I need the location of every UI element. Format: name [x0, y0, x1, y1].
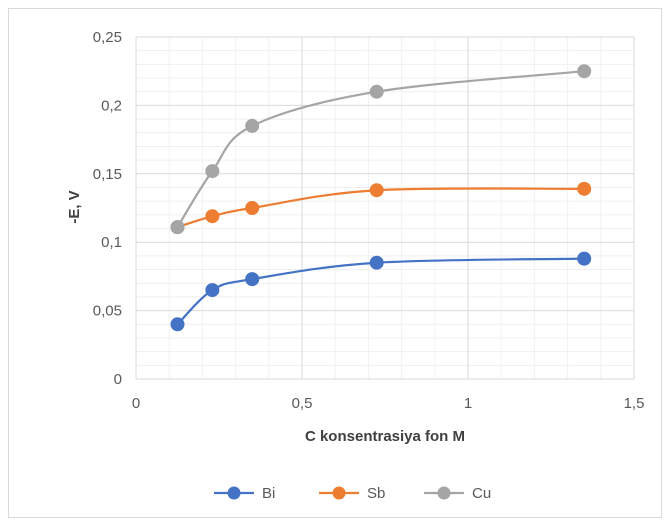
legend-marker-cu [437, 486, 451, 500]
data-point-sb [245, 201, 260, 215]
data-point-sb [369, 183, 384, 198]
data-point-cu [205, 164, 220, 179]
legend-label-sb: Sb [367, 485, 385, 502]
y-tick-label: 0,25 [93, 29, 122, 46]
data-point-cu [577, 64, 592, 79]
data-point-cu [170, 220, 185, 235]
data-point-sb [577, 181, 592, 196]
y-tick-label: 0,1 [101, 234, 122, 251]
legend-item-bi: Bi [214, 485, 275, 502]
x-tick-label: 1,5 [624, 395, 645, 412]
series-layer [170, 64, 592, 332]
data-point-cu [369, 84, 384, 99]
y-axis-ticks: 0 0,05 0,1 0,15 0,2 0,25 [93, 29, 122, 388]
legend-label-cu: Cu [472, 485, 491, 502]
y-tick-label: 0,2 [101, 97, 122, 114]
y-axis-title: -E, V [66, 190, 83, 223]
series-line-cu [176, 70, 585, 228]
x-axis-ticks: 0 0,5 1 1,5 [132, 395, 645, 412]
series-bi [170, 251, 592, 332]
legend-marker-sb [332, 486, 346, 500]
series-sb [170, 181, 592, 235]
legend-marker-bi [227, 486, 241, 500]
data-point-bi [205, 283, 220, 298]
legend: Bi Sb Cu [214, 485, 491, 502]
data-point-sb [205, 209, 220, 224]
grid [135, 36, 635, 380]
data-point-bi [577, 251, 592, 266]
x-tick-label: 0,5 [292, 395, 313, 412]
series-cu [170, 64, 592, 235]
data-point-bi [245, 272, 260, 287]
line-chart: 0 0,05 0,1 0,15 0,2 0,25 0 0,5 1 1,5 -E, V C kon… [66, 29, 645, 502]
data-point-bi [170, 317, 185, 332]
series-line-bi [176, 257, 585, 326]
x-tick-label: 1 [464, 395, 472, 412]
legend-label-bi: Bi [262, 485, 275, 502]
chart-frame: 0 0,05 0,1 0,15 0,2 0,25 0 0,5 1 1,5 -E, V C kon… [8, 8, 662, 518]
x-tick-label: 0 [132, 395, 140, 412]
y-tick-label: 0,15 [93, 166, 122, 183]
legend-item-cu: Cu [424, 485, 491, 502]
legend-item-sb: Sb [319, 485, 385, 502]
data-point-bi [369, 255, 384, 270]
data-point-cu [245, 118, 260, 133]
x-axis-title: C konsentrasiya fon M [305, 428, 465, 445]
y-tick-label: 0,05 [93, 303, 122, 320]
y-tick-label: 0 [114, 371, 122, 388]
